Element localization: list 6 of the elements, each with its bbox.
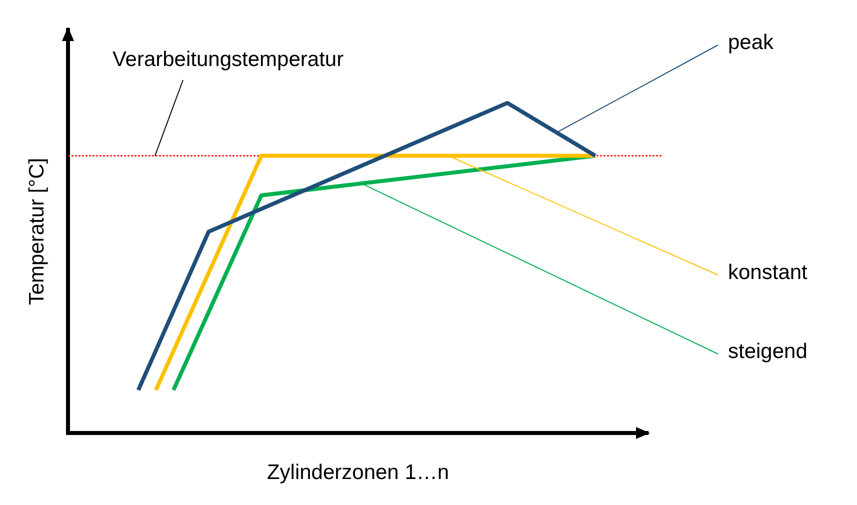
text: konstant — [728, 260, 808, 284]
y-axis-title: Temperatur [°C] — [25, 158, 48, 306]
text: peak — [728, 30, 774, 54]
text: steigend — [728, 340, 808, 363]
x-axis-title: Zylinderzonen 1…n — [266, 461, 450, 484]
ref-line-label: Verarbeitungstemperatur — [112, 48, 344, 71]
